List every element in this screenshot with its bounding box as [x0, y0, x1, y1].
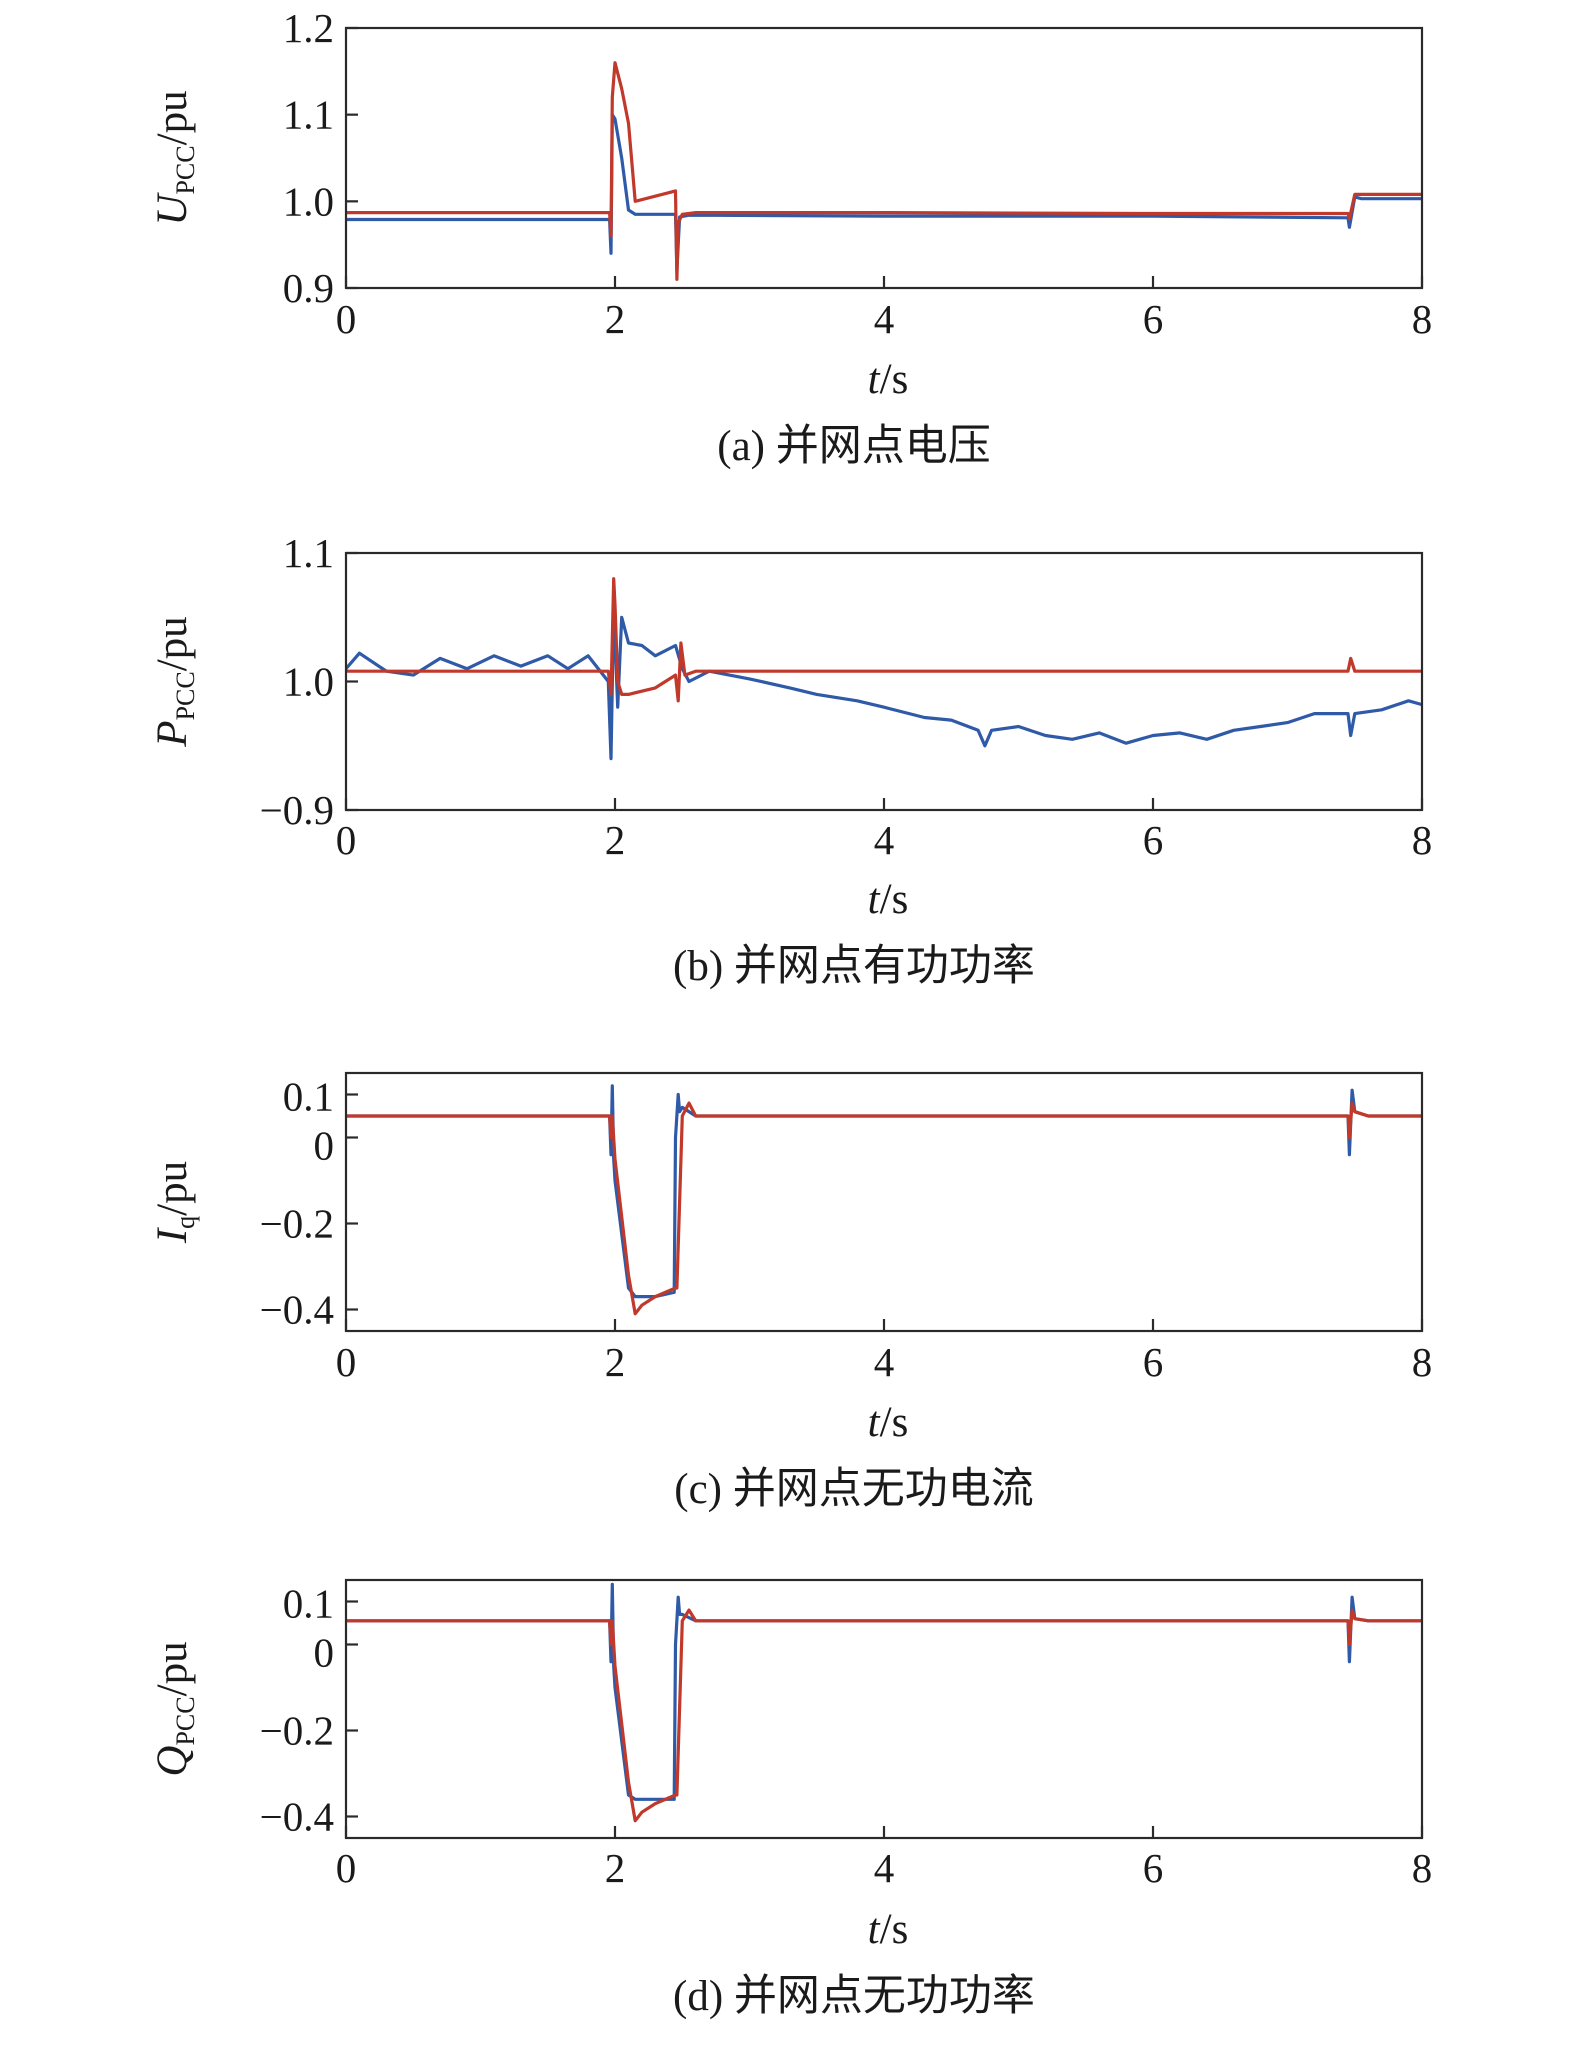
y-axis-label: PPCC/pu: [149, 616, 200, 747]
y-axis-label: QPCC/pu: [149, 1641, 200, 1776]
plot-frame: [344, 1071, 1424, 1333]
x-tick-label: 2: [605, 296, 626, 342]
plot-frame: [344, 551, 1424, 812]
series-red-line: [346, 577, 1422, 703]
x-axis-label: t/s: [868, 1906, 909, 1953]
panel-caption: (b) 并网点有功功率: [673, 942, 1035, 990]
y-axis-label: UPCC/pu: [149, 90, 200, 225]
x-tick-label: 6: [1143, 817, 1164, 863]
y-tick-label: 1.1: [283, 530, 334, 576]
x-tick-label: 0: [336, 1845, 357, 1891]
y-tick-label: −0.9: [260, 787, 334, 833]
y-tick-label: 1.2: [283, 5, 334, 51]
x-tick-label: 2: [605, 1339, 626, 1385]
y-tick-label: −0.4: [260, 1287, 334, 1333]
x-tick-label: 6: [1143, 1339, 1164, 1385]
y-tick-label: 1.0: [283, 178, 334, 224]
y-tick-label: −0.2: [260, 1708, 334, 1754]
panel-caption: (c) 并网点无功电流: [674, 1466, 1033, 1513]
plot-frame: [344, 26, 1424, 290]
x-tick-label: 6: [1143, 1845, 1164, 1891]
y-tick-label: −0.2: [260, 1201, 334, 1247]
x-tick-label: 4: [874, 296, 895, 342]
y-tick-label: −0.4: [260, 1794, 334, 1840]
series-blue-line: [346, 602, 1422, 761]
x-tick-label: 4: [874, 1845, 895, 1891]
y-tick-label: 1.0: [283, 659, 334, 705]
series-blue-line: [346, 1582, 1422, 1801]
x-tick-label: 8: [1412, 1845, 1433, 1891]
x-tick-label: 8: [1412, 817, 1433, 863]
x-axis-label: t/s: [868, 356, 909, 403]
chart-panel-1: 0 2 4 6 8 0.9 1.0 1.1 1.2 t/s UPCC/pu (a) 并网点电压: [149, 5, 1432, 470]
y-axis-label: Iq/pu: [149, 1161, 200, 1244]
plot-frame: [344, 1578, 1424, 1840]
x-tick-label: 6: [1143, 296, 1164, 342]
y-tick-label: 0: [314, 1123, 335, 1169]
x-tick-label: 4: [874, 1339, 895, 1385]
y-tick-label: 0: [314, 1630, 335, 1676]
series-blue-line: [346, 113, 1422, 273]
series-red-line: [346, 61, 1422, 281]
y-tick-label: 0.1: [283, 1581, 334, 1627]
x-tick-label: 0: [336, 817, 357, 863]
x-tick-label: 2: [605, 1845, 626, 1891]
chart-panel-2: 0 2 4 6 8 −0.9 1.0 1.1 t/s PPCC/pu (b) 并网点有功功率: [149, 530, 1432, 990]
y-tick-label: 0.9: [283, 265, 334, 311]
x-tick-label: 8: [1412, 1339, 1433, 1385]
panel-caption: (d) 并网点无功功率: [673, 1972, 1035, 2020]
series-red-line: [346, 1101, 1422, 1316]
y-tick-label: 1.1: [283, 92, 334, 138]
x-axis-label: t/s: [868, 1399, 909, 1446]
chart-panel-3: 0 2 4 6 8−0.4−0.200.1t/sIq/pu(c) 并网点无功电流: [149, 1071, 1433, 1513]
x-axis-label: t/s: [868, 876, 909, 923]
x-tick-label: 0: [336, 296, 357, 342]
panel-caption: (a) 并网点电压: [717, 423, 990, 470]
x-tick-label: 8: [1412, 296, 1433, 342]
x-tick-label: 0: [336, 1339, 357, 1385]
x-tick-label: 4: [874, 817, 895, 863]
y-tick-label: 0.1: [283, 1074, 334, 1120]
series-red-line: [346, 1608, 1422, 1823]
x-tick-label: 2: [605, 817, 626, 863]
